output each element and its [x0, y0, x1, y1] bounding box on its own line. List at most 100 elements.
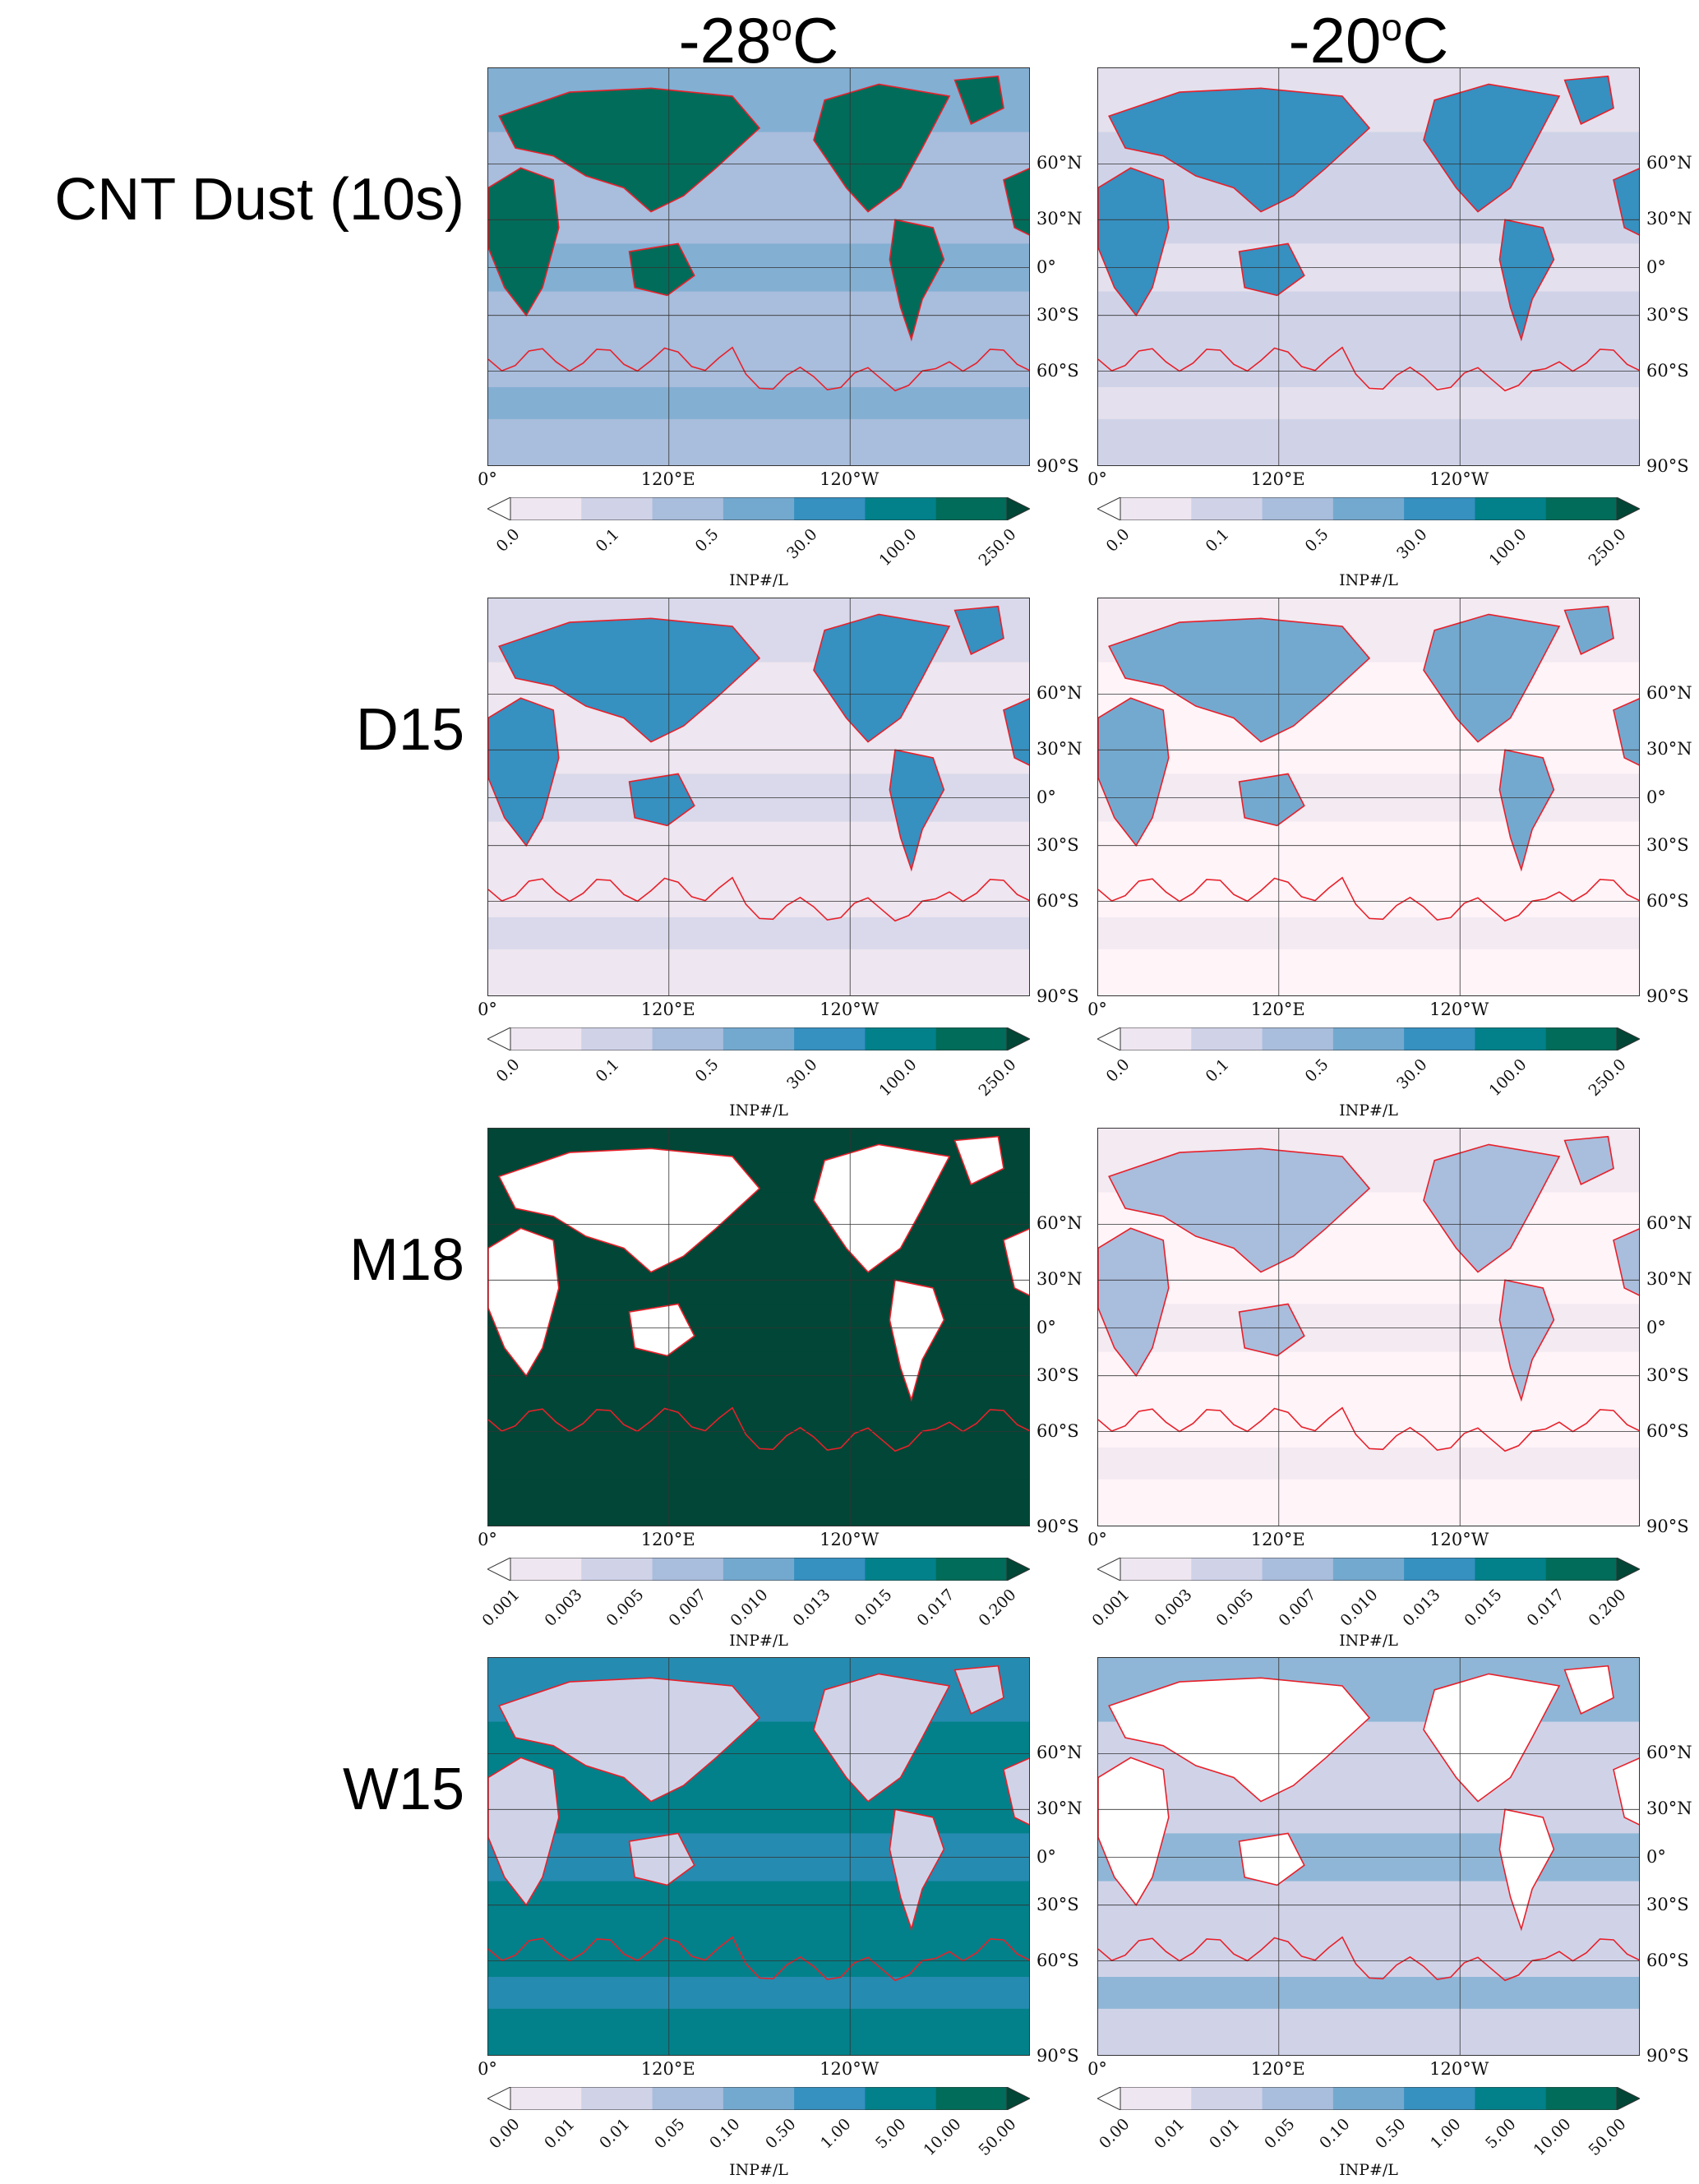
colorbar-label: INP#/L	[1339, 2161, 1398, 2179]
lat-label: 60°S	[1646, 1950, 1689, 1970]
lat-label: 60°N	[1646, 683, 1692, 704]
colorbar-label: INP#/L	[1339, 1632, 1398, 1650]
colorbar-tick-label: 250.0	[1585, 1055, 1630, 1101]
lat-label: 30°N	[1036, 739, 1083, 760]
lon-label: 120°E	[1250, 1530, 1305, 1549]
lon-label: 120°W	[819, 1530, 880, 1549]
lat-label: 90°S	[1036, 1517, 1079, 1536]
colorbar	[487, 1558, 1030, 1581]
lat-label: 0°	[1646, 256, 1666, 277]
lat-label: 30°S	[1036, 834, 1079, 855]
colorbar-tick-label: 0.007	[665, 1586, 710, 1631]
lat-label: 90°S	[1646, 1517, 1689, 1536]
lon-label: 120°W	[1429, 1000, 1489, 1019]
colorbar	[1097, 1558, 1640, 1581]
lat-label: 60°N	[1036, 683, 1083, 704]
lon-label: 0°	[478, 1000, 497, 1019]
lon-label: 120°W	[819, 2059, 880, 2079]
lat-label: 30°N	[1646, 1798, 1692, 1819]
lat-label: 0°	[1646, 1846, 1666, 1867]
lat-label: 0°	[1646, 1317, 1666, 1337]
colorbar-tick-label: 0.1	[1202, 1055, 1233, 1086]
colorbar-tick-label: 0.1	[592, 1055, 623, 1086]
colorbar-tick-label: 100.0	[875, 525, 921, 570]
lon-label: 120°E	[640, 469, 695, 489]
row-label-1: CNT Dust (10s)	[54, 167, 464, 233]
colorbar-tick-label: 0.015	[851, 1586, 896, 1631]
colorbar-tick-label: 0.017	[913, 1586, 958, 1631]
lat-label: 0°	[1036, 256, 1056, 277]
colorbar-tick-label: 0.1	[1202, 525, 1233, 556]
colorbar-tick-label: 5.00	[1481, 2115, 1520, 2153]
lat-label: 30°N	[1646, 1269, 1692, 1290]
lat-label: 30°S	[1646, 1894, 1689, 1914]
colorbar-tick-label: 0.05	[651, 2115, 689, 2153]
colorbar-tick-label: 0.001	[478, 1586, 524, 1631]
map-panel	[1097, 1128, 1640, 1526]
colorbar-tick-label: 100.0	[1485, 525, 1530, 570]
lat-label: 60°N	[1646, 1213, 1692, 1234]
lon-label: 120°W	[1429, 2059, 1489, 2079]
lat-label: 30°S	[1646, 304, 1689, 325]
colorbar-tick-label: 0.003	[541, 1586, 586, 1631]
lat-label: 90°S	[1036, 456, 1079, 476]
lat-label: 30°N	[1646, 209, 1692, 229]
lat-label: 30°S	[1036, 304, 1079, 325]
colorbar-tick-label: 0.007	[1275, 1586, 1320, 1631]
lon-label: 120°E	[640, 1530, 695, 1549]
lat-label: 60°S	[1036, 890, 1079, 911]
map-panel	[487, 67, 1030, 466]
lat-label: 60°S	[1646, 360, 1689, 381]
lat-label: 30°N	[1646, 739, 1692, 760]
colorbar-tick-label: 0.200	[975, 1586, 1020, 1631]
colorbar-label: INP#/L	[729, 571, 788, 589]
row-label-3: M18	[349, 1227, 464, 1293]
lon-label: 120°E	[1250, 1000, 1305, 1019]
lat-label: 90°S	[1646, 456, 1689, 476]
colorbar-tick-label: 0.01	[1206, 2115, 1244, 2153]
lon-label: 120°W	[819, 1000, 880, 1019]
map-panel	[487, 598, 1030, 996]
lon-label: 120°E	[1250, 2059, 1305, 2079]
colorbar-label: INP#/L	[729, 1632, 788, 1650]
colorbar-tick-label: 250.0	[975, 1055, 1020, 1101]
lat-label: 30°S	[1646, 834, 1689, 855]
colorbar	[1097, 2087, 1640, 2110]
lon-label: 0°	[478, 469, 497, 489]
colorbar-tick-label: 0.1	[592, 525, 623, 556]
lat-label: 0°	[1036, 787, 1056, 807]
lat-label: 90°S	[1036, 986, 1079, 1006]
colorbar-tick-label: 0.01	[596, 2115, 634, 2153]
colorbar-tick-label: 0.0	[1102, 525, 1133, 556]
colorbar-tick-label: 0.01	[541, 2115, 579, 2153]
column-title-2: -20oC	[1288, 4, 1449, 76]
colorbar-tick-label: 0.00	[486, 2115, 524, 2153]
map-panel	[1097, 67, 1640, 466]
colorbar-tick-label: 50.00	[1585, 2115, 1630, 2160]
lat-label: 30°N	[1036, 1269, 1083, 1290]
colorbar-tick-label: 50.00	[975, 2115, 1020, 2160]
lon-label: 0°	[478, 1530, 497, 1549]
colorbar	[487, 497, 1030, 520]
lat-label: 60°S	[1646, 890, 1689, 911]
map-panel	[1097, 598, 1640, 996]
colorbar-tick-label: 0.0	[492, 525, 524, 556]
lat-label: 90°S	[1036, 2046, 1079, 2066]
lon-label: 120°W	[1429, 469, 1489, 489]
colorbar-label: INP#/L	[1339, 1101, 1398, 1120]
lon-label: 120°W	[1429, 1530, 1489, 1549]
lon-label: 120°W	[819, 469, 880, 489]
lat-label: 0°	[1036, 1846, 1056, 1867]
lat-label: 60°S	[1036, 1420, 1079, 1441]
colorbar-tick-label: 0.5	[691, 1055, 723, 1086]
colorbar-tick-label: 0.017	[1523, 1586, 1568, 1631]
colorbar-tick-label: 1.00	[1426, 2115, 1465, 2153]
lat-label: 0°	[1036, 1317, 1056, 1337]
lat-label: 60°S	[1036, 1950, 1079, 1970]
lon-label: 120°E	[1250, 469, 1305, 489]
colorbar-tick-label: 0.5	[1301, 525, 1332, 556]
colorbar-tick-label: 0.01	[1151, 2115, 1189, 2153]
lat-label: 30°S	[1036, 1364, 1079, 1385]
lon-label: 120°E	[640, 2059, 695, 2079]
map-panel	[487, 1657, 1030, 2056]
